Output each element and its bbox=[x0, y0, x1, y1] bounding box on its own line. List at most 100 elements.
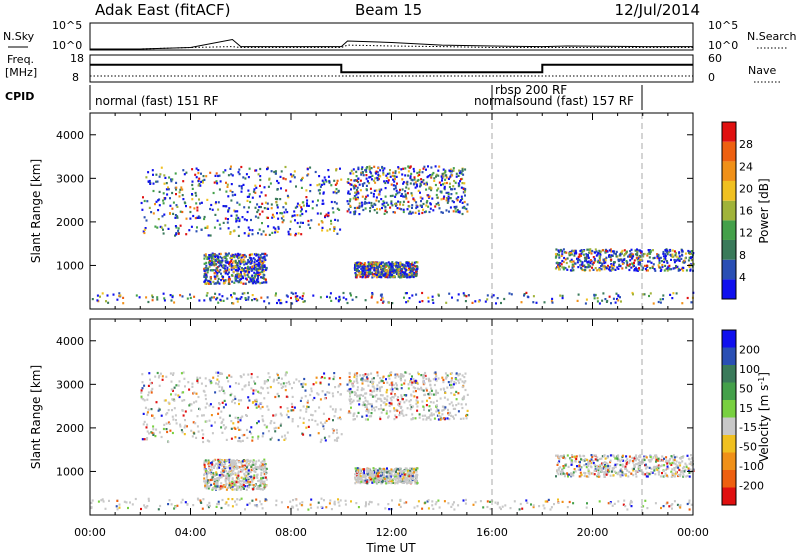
echo-cell bbox=[403, 382, 405, 384]
echo-cell bbox=[434, 384, 436, 386]
echo-cell bbox=[243, 184, 245, 186]
echo-cell bbox=[196, 176, 198, 178]
echo-cell bbox=[175, 225, 177, 227]
echo-cell bbox=[397, 399, 399, 401]
echo-cell bbox=[264, 465, 266, 467]
echo-cell bbox=[442, 379, 444, 381]
echo-cell bbox=[447, 417, 449, 419]
echo-cell bbox=[225, 260, 227, 262]
echo-cell bbox=[274, 427, 276, 429]
echo-cell bbox=[219, 461, 221, 463]
echo-cell bbox=[206, 475, 208, 477]
echo-cell bbox=[291, 409, 293, 411]
echo-cell bbox=[185, 205, 187, 207]
echo-cell bbox=[349, 395, 351, 397]
echo-cell bbox=[165, 399, 167, 401]
echo-cell bbox=[182, 169, 184, 171]
echo-cell bbox=[247, 298, 249, 300]
echo-cell bbox=[441, 198, 443, 200]
echo-cell bbox=[430, 419, 432, 421]
echo-cell bbox=[368, 202, 370, 204]
echo-cell bbox=[302, 295, 304, 297]
echo-cell bbox=[456, 173, 458, 175]
echo-cell bbox=[226, 483, 228, 485]
echo-cell bbox=[511, 293, 513, 295]
echo-cell bbox=[329, 228, 331, 230]
echo-cell bbox=[591, 267, 593, 269]
echo-cell bbox=[424, 211, 426, 213]
echo-cell bbox=[588, 257, 590, 259]
echo-cell bbox=[359, 374, 361, 376]
echo-cell bbox=[212, 406, 214, 408]
echo-cell bbox=[350, 179, 352, 181]
echo-cell bbox=[224, 267, 226, 269]
echo-cell bbox=[390, 393, 392, 395]
echo-cell bbox=[399, 475, 401, 477]
echo-cell bbox=[348, 182, 350, 184]
echo-cell bbox=[203, 179, 205, 181]
echo-cell bbox=[197, 415, 199, 417]
echo-cell bbox=[175, 384, 177, 386]
echo-cell bbox=[466, 417, 468, 419]
echo-cell bbox=[259, 195, 261, 197]
echo-cell bbox=[591, 252, 593, 254]
echo-cell bbox=[371, 167, 373, 169]
echo-cell bbox=[356, 375, 358, 377]
echo-cell bbox=[170, 294, 172, 296]
echo-cell bbox=[381, 207, 383, 209]
echo-cell bbox=[216, 272, 218, 274]
echo-cell bbox=[147, 301, 149, 303]
noise-left-label: N.Sky bbox=[3, 30, 35, 43]
echo-cell bbox=[353, 381, 355, 383]
echo-cell bbox=[332, 432, 334, 434]
echo-cell bbox=[348, 203, 350, 205]
echo-cell bbox=[405, 414, 407, 416]
echo-cell bbox=[156, 227, 158, 229]
echo-cell bbox=[428, 416, 430, 418]
echo-cell bbox=[237, 475, 239, 477]
echo-cell bbox=[366, 202, 368, 204]
echo-cell bbox=[170, 372, 172, 374]
echo-cell bbox=[143, 385, 145, 387]
echo-cell bbox=[219, 293, 221, 295]
echo-cell bbox=[659, 267, 661, 269]
echo-cell bbox=[219, 261, 221, 263]
echo-cell bbox=[227, 195, 229, 197]
echo-cell bbox=[225, 253, 227, 255]
echo-cell bbox=[294, 214, 296, 216]
echo-cell bbox=[431, 414, 433, 416]
echo-cell bbox=[278, 182, 280, 184]
echo-cell bbox=[332, 428, 334, 430]
echo-cell bbox=[374, 395, 376, 397]
echo-cell bbox=[322, 221, 324, 223]
echo-cell bbox=[350, 407, 352, 409]
echo-cell bbox=[601, 300, 603, 302]
echo-cell bbox=[255, 460, 257, 462]
echo-cell bbox=[355, 198, 357, 200]
echo-cell bbox=[252, 464, 254, 466]
echo-cell bbox=[371, 178, 373, 180]
echo-cell bbox=[258, 262, 260, 264]
echo-cell bbox=[413, 395, 415, 397]
echo-cell bbox=[157, 372, 159, 374]
echo-cell bbox=[317, 199, 319, 201]
echo-cell bbox=[671, 297, 673, 299]
echo-cell bbox=[245, 482, 247, 484]
echo-cell bbox=[458, 382, 460, 384]
echo-cell bbox=[205, 394, 207, 396]
echo-cell bbox=[257, 209, 259, 211]
echo-cell bbox=[262, 468, 264, 470]
echo-cell bbox=[466, 210, 468, 212]
echo-cell bbox=[356, 262, 358, 264]
echo-cell bbox=[305, 210, 307, 212]
echo-cell bbox=[343, 297, 345, 299]
echo-cell bbox=[398, 276, 400, 278]
echo-cell bbox=[360, 471, 362, 473]
noise-right-tick-bottom: 10^0 bbox=[708, 39, 738, 52]
echo-cell bbox=[411, 204, 413, 206]
echo-cell bbox=[377, 263, 379, 265]
echo-cell bbox=[462, 174, 464, 176]
echo-cell bbox=[536, 302, 538, 304]
echo-cell bbox=[339, 377, 341, 379]
echo-cell bbox=[422, 418, 424, 420]
